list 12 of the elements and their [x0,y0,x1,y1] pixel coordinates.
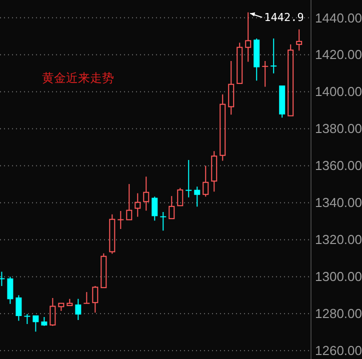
ytick: 1420.00 [315,47,362,62]
ytick: 1320.00 [315,232,362,248]
ytick: 1400.00 [315,84,362,100]
ytick: 1360.00 [315,158,362,174]
annotation: 1442.9 [264,10,304,24]
ytick: 1440.00 [315,10,362,26]
ytick: 1380.00 [315,121,362,136]
annotation: 黄金近来走势 [42,71,114,85]
ytick: 1340.00 [315,195,362,210]
ytick: 1280.00 [315,306,362,322]
ytick: 1300.00 [315,269,362,284]
ytick: 1260.00 [315,343,362,358]
